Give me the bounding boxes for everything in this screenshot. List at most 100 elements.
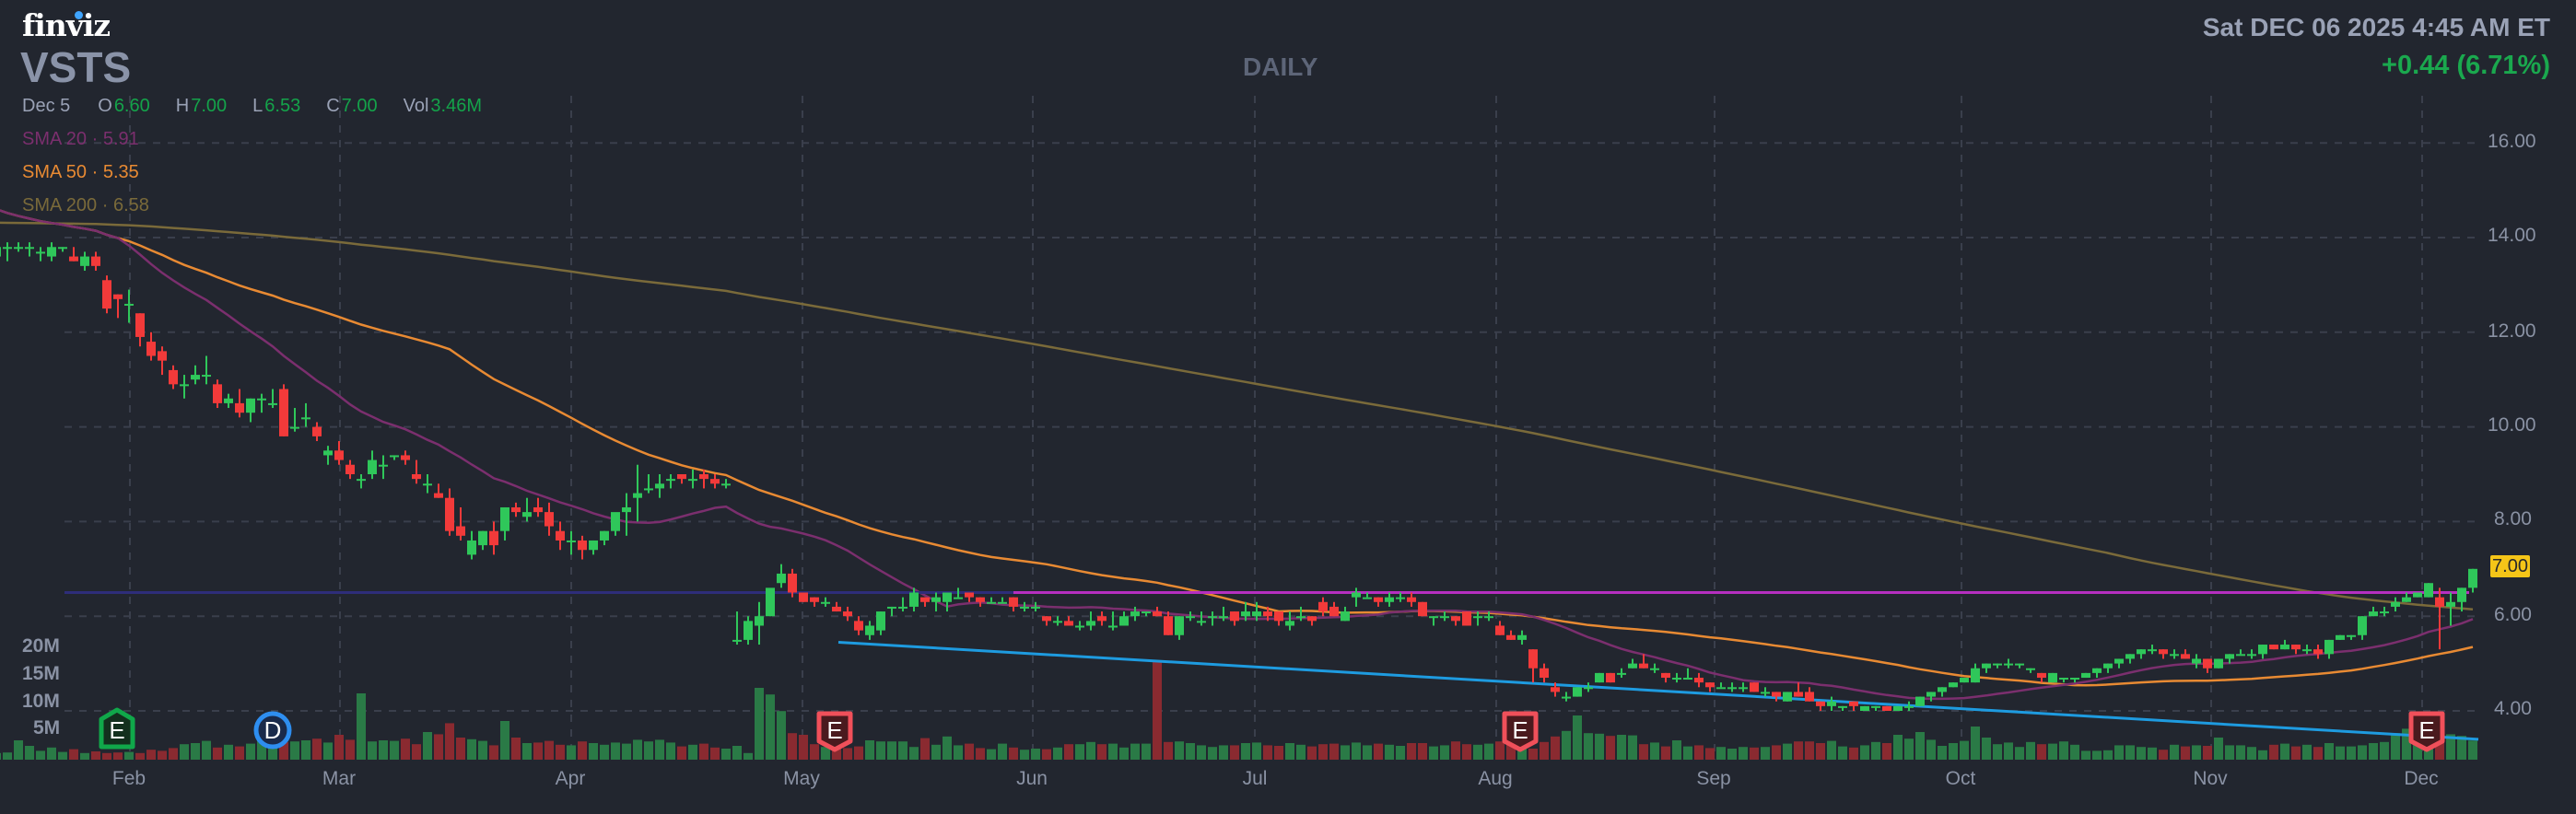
open-value: 6.60 — [113, 96, 150, 116]
volume-bar — [146, 750, 156, 760]
candle-body — [2181, 654, 2190, 659]
volume-bar — [2324, 743, 2334, 760]
volume-bar — [1617, 735, 1626, 760]
ticker-symbol: VSTS — [20, 43, 132, 91]
volume-bar — [379, 740, 388, 760]
candle-body — [1119, 616, 1129, 626]
candle-body — [390, 455, 399, 458]
finviz-logo[interactable]: finviz — [22, 7, 111, 43]
event-label: E — [2418, 716, 2434, 744]
volume-bar — [1263, 745, 1272, 760]
ohlc-bar: Dec 5 O 6.60 H 7.00 L 6.53 C 7.00 Vol 3.46M — [22, 96, 508, 117]
volume-bar — [2170, 744, 2179, 760]
volume-bar — [1352, 742, 1361, 760]
candle-body — [1772, 692, 1781, 697]
volume-bar — [1407, 743, 1416, 760]
legend-sma20[interactable]: SMA 20 · 5.91 — [22, 129, 139, 149]
volume-bar — [1661, 746, 1670, 760]
event-label: E — [826, 716, 842, 744]
volume-bar — [489, 745, 498, 760]
candle-body — [1540, 668, 1549, 679]
volume-bar — [1130, 743, 1140, 760]
y-tick-12: 12.00 — [2488, 320, 2536, 342]
candle-body — [489, 530, 498, 546]
dividend-marker-icon — [253, 711, 292, 750]
volume-bar — [1827, 740, 1836, 760]
volume-bar — [1860, 745, 1869, 760]
volume-bar — [1363, 745, 1372, 760]
candle-body — [589, 540, 598, 551]
candle-body — [91, 256, 100, 266]
candle-body — [1727, 687, 1737, 690]
candle-body — [25, 247, 34, 250]
candle-body — [1661, 672, 1670, 679]
volume-bar — [1042, 749, 1051, 760]
candle-body — [2192, 658, 2201, 664]
legend-sma50[interactable]: SMA 50 · 5.35 — [22, 162, 139, 182]
candle-body — [1429, 616, 1438, 619]
volume-bar — [943, 736, 952, 760]
candle-body — [1849, 701, 1858, 706]
candle-body — [1418, 601, 1427, 617]
candle-body — [2037, 672, 2046, 679]
earnings-marker-icon — [1502, 711, 1539, 752]
candle-body — [2159, 649, 2168, 655]
candle-body — [2413, 592, 2422, 598]
earnings-marker-icon — [99, 707, 135, 750]
candle-body — [2125, 654, 2135, 659]
candle-body — [191, 375, 200, 380]
volume-bar — [1915, 732, 1925, 760]
legend-sma200[interactable]: SMA 200 · 6.58 — [22, 195, 149, 215]
candle-body — [600, 530, 609, 541]
candle-body — [2225, 654, 2234, 659]
volume-bar — [633, 739, 642, 760]
volume-bar — [1451, 741, 1460, 760]
x-tick-aug: Aug — [1478, 768, 1513, 789]
candle-body — [622, 506, 631, 513]
candle-body — [998, 601, 1007, 604]
volume-bar — [876, 741, 885, 760]
candle-body — [135, 313, 145, 337]
volume-bar — [1119, 747, 1129, 760]
candle-body — [1153, 611, 1162, 617]
candle-body — [1451, 616, 1460, 622]
candle-body — [2081, 672, 2090, 679]
candle-body — [1506, 634, 1516, 640]
candle-body — [766, 587, 775, 617]
volume-bar — [1429, 746, 1438, 760]
volume-value: 3.46M — [430, 96, 482, 116]
candle-body — [1385, 597, 1394, 602]
volume-bar — [268, 743, 277, 760]
candle-body — [2148, 649, 2157, 652]
volume-bar — [810, 744, 819, 760]
volume-bar — [2336, 746, 2345, 760]
volume-bar — [135, 752, 145, 760]
volume-bar — [478, 740, 487, 760]
volume-bar — [1628, 735, 1637, 760]
candle-body — [456, 526, 465, 536]
volume-bar — [36, 750, 45, 760]
candle-body — [1517, 634, 1527, 640]
volume-bar — [390, 740, 399, 760]
candle-body — [2391, 601, 2400, 607]
last-price-tag: 7.00 — [2490, 555, 2530, 577]
candle-body — [666, 479, 675, 482]
volume-bar — [1274, 746, 1283, 760]
volume-bar — [445, 723, 454, 760]
volume-bar — [257, 740, 266, 760]
volume-bar — [113, 752, 123, 760]
volume-bar — [1075, 744, 1084, 760]
candle-body — [1186, 616, 1195, 619]
candle-body — [1816, 701, 1825, 706]
open-label: O — [98, 96, 112, 116]
candle-body — [810, 597, 819, 602]
volume-bar — [2159, 750, 2168, 760]
candle-body — [1949, 682, 1958, 688]
volume-bar — [1064, 744, 1073, 760]
candle-body — [1263, 611, 1272, 617]
volume-bar — [2103, 750, 2113, 760]
candle-body — [511, 506, 521, 513]
candle-body — [1219, 616, 1228, 619]
volume-bar — [2192, 745, 2201, 760]
